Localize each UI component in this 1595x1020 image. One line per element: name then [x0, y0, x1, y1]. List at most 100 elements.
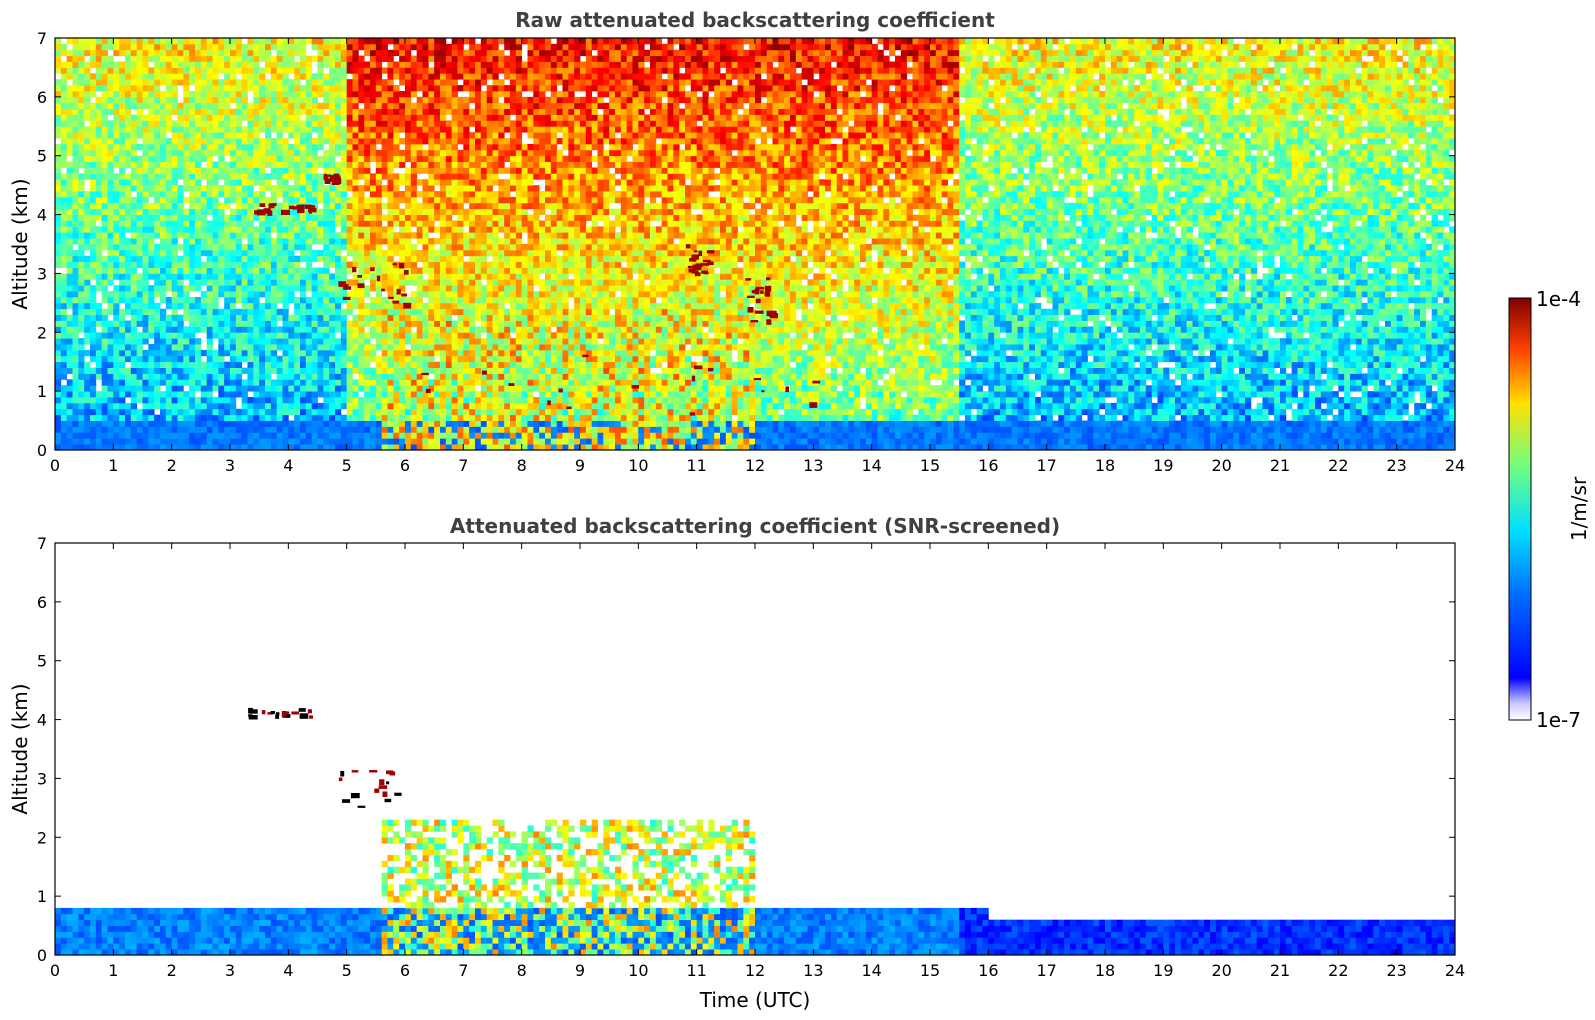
heatmap-cell	[440, 49, 447, 57]
heatmap-cell	[434, 397, 441, 404]
heatmap-cell	[282, 238, 289, 245]
heatmap-cell	[101, 314, 108, 321]
heatmap-cell	[457, 38, 464, 45]
heatmap-cell	[352, 102, 359, 110]
heatmap-cell	[300, 308, 307, 316]
heatmap-cell	[119, 191, 126, 198]
heatmap-cell	[200, 326, 208, 333]
heatmap-cell	[183, 332, 190, 339]
heatmap-cell	[241, 61, 248, 68]
heatmap-cell	[95, 320, 103, 327]
heatmap-cell	[329, 132, 336, 139]
heatmap-cell	[189, 273, 196, 280]
heatmap-cell	[206, 196, 213, 204]
heatmap-cell	[171, 167, 178, 174]
heatmap-cell	[235, 379, 243, 386]
heatmap-cell	[381, 379, 388, 386]
heatmap-cell	[276, 338, 283, 345]
heatmap-cell	[317, 214, 324, 221]
heatmap-cell	[445, 420, 453, 427]
heatmap-cell	[422, 261, 429, 268]
heatmap-cell	[212, 426, 219, 433]
heatmap-cell	[480, 308, 488, 316]
heatmap-cell	[66, 67, 73, 74]
heatmap-cell	[282, 249, 289, 257]
heatmap-cell	[224, 285, 231, 292]
heatmap-cell	[60, 361, 68, 368]
heatmap-cell	[55, 444, 62, 450]
heatmap-cell	[206, 161, 213, 168]
heatmap-cell	[72, 55, 79, 62]
heatmap-cell	[434, 138, 441, 145]
heatmap-cell	[241, 49, 248, 57]
heatmap-cell	[375, 96, 383, 104]
heatmap-cell	[375, 291, 383, 298]
heatmap-cell	[200, 444, 208, 450]
heatmap-cell	[294, 426, 301, 433]
heatmap-cell	[259, 67, 266, 74]
heatmap-cell	[154, 285, 161, 292]
heatmap-cell	[410, 438, 418, 445]
heatmap-cell	[305, 367, 313, 374]
heatmap-cell	[247, 444, 254, 450]
heatmap-cell	[189, 120, 196, 127]
heatmap-cell	[259, 308, 266, 316]
heatmap-cell	[451, 291, 458, 298]
heatmap-cell	[445, 367, 453, 374]
heatmap-cell	[84, 191, 91, 198]
heatmap-cell	[469, 344, 476, 351]
heatmap-cell	[119, 138, 126, 145]
heatmap-cell	[165, 267, 173, 274]
heatmap-cell	[84, 285, 91, 292]
heatmap-cell	[125, 143, 132, 151]
heatmap-cell	[428, 167, 435, 174]
heatmap-cell	[84, 244, 91, 251]
heatmap-cell	[66, 108, 73, 115]
heatmap-cell	[206, 279, 213, 286]
heatmap-cell	[370, 120, 377, 127]
heatmap-cell	[241, 173, 248, 180]
heatmap-cell	[142, 296, 149, 304]
heatmap-cell	[200, 191, 208, 198]
heatmap-cell	[72, 432, 79, 439]
heatmap-cell	[300, 179, 307, 186]
heatmap-cell	[101, 155, 108, 162]
heatmap-cell	[422, 344, 429, 351]
heatmap-cell	[177, 214, 184, 221]
heatmap-cell	[469, 185, 476, 192]
heatmap-cell	[457, 338, 464, 345]
heatmap-cell	[195, 426, 202, 433]
heatmap-cell	[457, 202, 464, 210]
heatmap-cell	[125, 191, 132, 198]
heatmap-cell	[335, 444, 342, 450]
heatmap-cell	[142, 391, 149, 398]
heatmap-cell	[282, 220, 289, 227]
heatmap-cell	[218, 367, 225, 374]
heatmap-cell	[346, 232, 353, 239]
heatmap-cell	[200, 49, 208, 57]
heatmap-cell	[136, 261, 143, 268]
heatmap-cell	[125, 138, 132, 145]
heatmap-cell	[177, 226, 184, 233]
heatmap-cell	[375, 367, 383, 374]
heatmap-cell	[235, 344, 243, 351]
heatmap-cell	[335, 238, 342, 245]
heatmap-cell	[72, 367, 79, 374]
heatmap-cell	[346, 143, 353, 151]
heatmap-cell	[177, 120, 184, 127]
heatmap-cell	[206, 338, 213, 345]
heatmap-cell	[480, 108, 488, 115]
heatmap-cell	[206, 126, 213, 133]
heatmap-cell	[294, 149, 301, 157]
heatmap-cell	[463, 126, 470, 133]
heatmap-cell	[171, 49, 178, 57]
heatmap-cell	[84, 426, 91, 433]
heatmap-cell	[130, 38, 138, 45]
heatmap-cell	[259, 49, 266, 57]
heatmap-cell	[335, 402, 342, 410]
heatmap-cell	[107, 361, 114, 368]
heatmap-cell	[416, 73, 423, 80]
heatmap-cell	[95, 267, 103, 274]
heatmap-cell	[212, 332, 219, 339]
heatmap-cell	[224, 196, 231, 204]
